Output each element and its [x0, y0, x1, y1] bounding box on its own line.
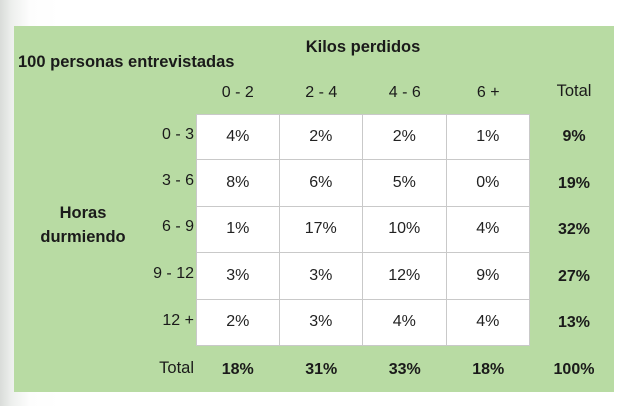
column-total: 18% — [472, 361, 505, 378]
row-total: 19% — [557, 175, 591, 192]
table-cell: 1% — [196, 206, 280, 254]
table-cell: 1% — [446, 114, 530, 161]
table-cell: 3% — [279, 253, 363, 300]
table-cell: 9% — [446, 253, 530, 300]
corner-label: 100 personas entrevistadas — [18, 53, 235, 71]
row-header: 9 - 12 — [153, 265, 194, 282]
column-header: 0 - 2 — [221, 84, 254, 101]
table-cell: 17% — [279, 206, 363, 254]
total-column-header: Total — [556, 82, 592, 100]
table-cell: 3% — [196, 253, 280, 300]
table-cell: 4% — [363, 299, 447, 346]
table-cell: 4% — [446, 206, 530, 254]
total-row-label: Total — [159, 359, 194, 377]
column-header: 2 - 4 — [305, 84, 338, 101]
row-header: 3 - 6 — [161, 172, 194, 189]
table-cell: 2% — [196, 299, 280, 346]
column-header: 6 + — [476, 84, 500, 101]
table-cell: 12% — [363, 253, 447, 300]
table-cell: 2% — [363, 114, 447, 161]
table-cell: 8% — [196, 160, 280, 207]
table-cell: 5% — [363, 160, 447, 207]
row-total: 13% — [557, 314, 591, 331]
column-group-label: Kilos perdidos — [305, 38, 421, 56]
table-cell: 6% — [279, 160, 363, 207]
table-cell: 2% — [279, 114, 363, 161]
table-cell: 10% — [363, 206, 447, 254]
row-header: 0 - 3 — [161, 126, 194, 143]
column-total: 31% — [305, 361, 338, 378]
table-cell: 0% — [446, 160, 530, 207]
table-cell: 3% — [279, 299, 363, 346]
table-cell: 4% — [196, 114, 280, 161]
data-grid: 4% 2% 2% 1% 8% 6% 5% 0% 1% 17% 10% 4% 3%… — [196, 114, 530, 346]
row-total: 32% — [557, 221, 591, 238]
row-group-label: Horas durmiendo — [40, 204, 126, 246]
grand-total: 100% — [553, 361, 595, 378]
column-total: 18% — [221, 361, 254, 378]
row-header: 12 + — [162, 312, 194, 329]
table-cell: 4% — [446, 299, 530, 346]
row-total: 27% — [557, 268, 591, 285]
column-header: 4 - 6 — [388, 84, 421, 101]
row-header: 6 - 9 — [161, 218, 194, 235]
row-total: 9% — [562, 128, 586, 145]
column-total: 33% — [388, 361, 421, 378]
